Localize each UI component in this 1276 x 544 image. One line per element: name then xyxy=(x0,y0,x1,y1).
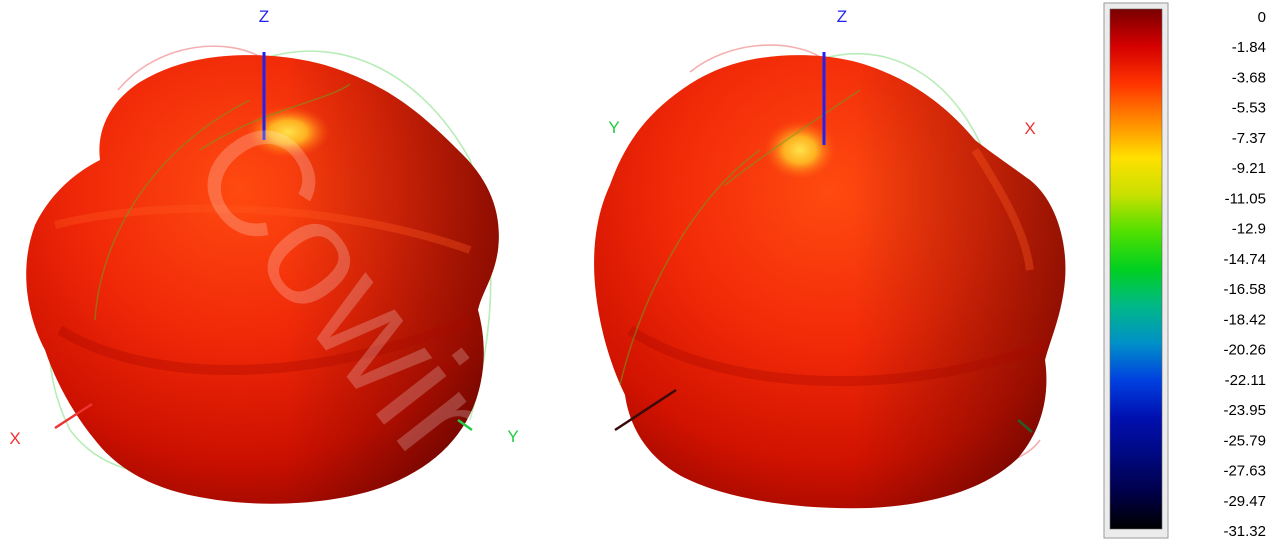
pattern-shading xyxy=(26,55,499,504)
pattern-ridge xyxy=(971,147,1034,271)
colorbar-tick-label: -18.42 xyxy=(1223,311,1266,328)
colorbar-tick-label: -11.05 xyxy=(1225,190,1266,207)
colorbar-tick-label: -12.9 xyxy=(1232,221,1266,238)
pattern-ridge xyxy=(627,325,1047,387)
colorbar-tick-label: -20.26 xyxy=(1223,342,1266,359)
axis-label-y: Y xyxy=(608,118,619,137)
axis-label-x: X xyxy=(1024,119,1035,138)
axis-label-y: Y xyxy=(507,427,518,446)
pattern-ridge xyxy=(57,315,472,375)
colorbar-tick-label: -7.37 xyxy=(1232,130,1266,147)
axis-line-x xyxy=(54,402,93,430)
colorbar-tick-label: -1.84 xyxy=(1232,39,1266,56)
colorbar-tick-label: -23.95 xyxy=(1223,402,1266,419)
axis-line-y xyxy=(457,418,473,432)
reference-circles-inner xyxy=(94,83,351,321)
colorbar-tick-label: -25.79 xyxy=(1223,432,1266,449)
colorbar-tick-label: -3.68 xyxy=(1232,69,1266,86)
axis-line-y xyxy=(614,388,677,432)
colorbar-tick-label: -9.21 xyxy=(1232,160,1266,177)
pattern-view-right: Z Y X xyxy=(594,7,1066,509)
colorbar-tick-label: 0 xyxy=(1258,9,1266,26)
colorbar-tick-label: -16.58 xyxy=(1223,281,1266,298)
colorbar-tick-label: -22.11 xyxy=(1225,372,1266,389)
pattern-hotspot xyxy=(246,106,330,158)
axis-label-z: Z xyxy=(259,7,269,26)
axis-label-z: Z xyxy=(837,7,847,26)
axis-line-x xyxy=(1017,419,1033,433)
colorbar-tick-label: -27.63 xyxy=(1223,463,1266,480)
pattern-view-left: Z X Y xyxy=(9,7,519,504)
colorbar-tick-label: -29.47 xyxy=(1223,493,1266,510)
pattern-hotspot xyxy=(764,120,836,180)
pattern-ridge xyxy=(53,204,472,254)
colorbar-tick-label: -14.74 xyxy=(1223,251,1266,268)
colorbar-tick-labels: 0 -1.84 -3.68 -5.53 -7.37 -9.21 -11.05 -12.9 -14… xyxy=(1223,9,1266,540)
axis-label-x: X xyxy=(9,429,20,448)
colorbar: 0 -1.84 -3.68 -5.53 -7.37 -9.21 -11.05 -12.9 -14… xyxy=(1103,2,1266,540)
colorbar-fill xyxy=(1109,8,1163,530)
pattern-shading xyxy=(594,55,1066,509)
reference-circles-inner xyxy=(619,89,861,386)
colorbar-tick-label: -5.53 xyxy=(1232,100,1266,117)
colorbar-tick-label: -31.32 xyxy=(1223,523,1266,540)
